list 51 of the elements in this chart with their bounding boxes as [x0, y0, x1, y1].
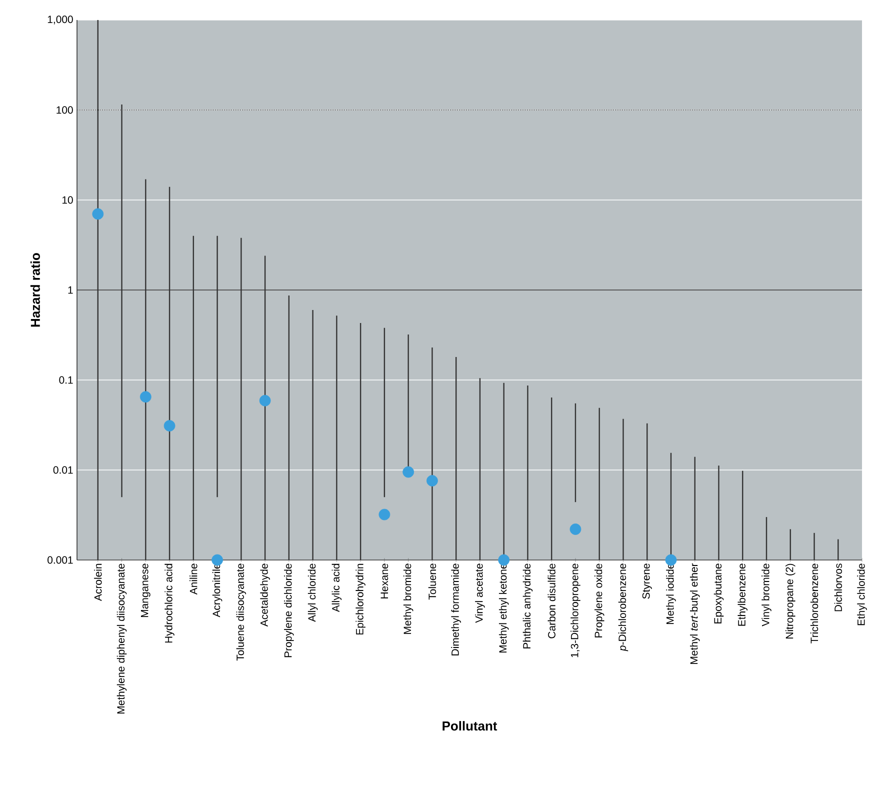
point [92, 208, 104, 220]
x-tick-label: 1,3-Dichloropropene [570, 564, 580, 658]
x-tick-label: Allylic acid [332, 564, 342, 612]
x-tick-label: Aniline [190, 564, 198, 595]
x-tick-label: Propylene oxide [594, 564, 604, 638]
x-tick-label: Trichlorobenzene [810, 564, 818, 644]
x-tick-label: Epoxybutane [714, 564, 724, 624]
x-tick-label: Acrolein [94, 564, 102, 601]
x-tick-label: Methyl bromide [403, 564, 414, 634]
point [378, 508, 390, 520]
y-axis-title: Hazard ratio [30, 253, 40, 327]
x-tick-label: Methyl tert-butyl ether [690, 563, 700, 664]
x-tick-label: Allyl chloride [308, 564, 318, 622]
x-tick-label: Ethylbenzene [738, 564, 748, 626]
point [665, 554, 677, 566]
x-tick-label: Dichlorvos [834, 564, 842, 612]
x-tick-label: Phthalic anhydride [522, 564, 533, 648]
x-tick-label: Hexane [380, 564, 388, 598]
y-tick-label: 0.1 [59, 376, 73, 384]
x-tick-label: Nitropropane (2) [786, 564, 796, 638]
y-tick-label: 0.01 [53, 466, 73, 474]
x-tick-label: Epichlorohydrin [356, 564, 366, 634]
x-tick-label: Dimethyl formamide [451, 564, 461, 656]
point [259, 394, 271, 406]
x-tick-label: p-Dichlorobenzene [618, 564, 628, 652]
y-tick-label: 100 [56, 106, 73, 114]
x-tick-label: Acrylonitrile [212, 564, 222, 618]
x-tick-label: Manganese [140, 564, 150, 617]
x-tick-label: Carbon disulfide [548, 564, 556, 638]
y-tick-label: 0.001 [48, 556, 73, 564]
y-tick-label: 1,000 [48, 16, 73, 24]
x-tick-label: Styrene [642, 564, 652, 599]
x-tick-label: Vinyl acetate [475, 564, 485, 623]
x-tick-label: Toluene [428, 564, 436, 600]
point [164, 420, 176, 432]
x-tick-label: Acetaldehyde [260, 564, 270, 627]
x-tick-label: Ethyl chloride [857, 564, 867, 626]
x-tick-label: Propylene dichloride [284, 564, 294, 658]
y-tick-label: 1 [68, 286, 73, 294]
y-tick-label: 10 [62, 196, 73, 204]
point [498, 554, 510, 566]
point [570, 523, 582, 535]
x-tick-label: Hydrochloric acid [164, 564, 174, 643]
point [140, 391, 152, 403]
x-axis-title: Pollutant [442, 721, 498, 731]
x-tick-label: Toluene diisocyanate [236, 564, 246, 661]
point [402, 466, 414, 478]
x-tick-label: Methyl iodide [666, 564, 676, 624]
x-tick-label: Methylene diphenyl diisocyanate [116, 564, 127, 714]
point [426, 475, 438, 486]
x-tick-label: Vinyl bromide [762, 564, 772, 626]
